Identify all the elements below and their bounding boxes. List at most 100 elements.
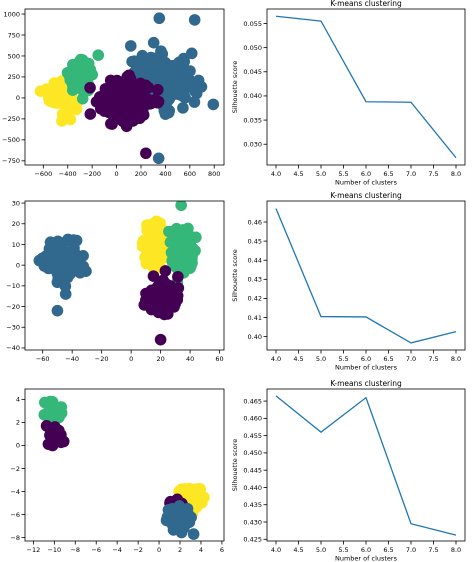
x-tick-label: 7.0 [406, 355, 416, 363]
scatter-point [67, 82, 80, 95]
scatter-point [188, 14, 201, 26]
scatter-point [190, 87, 203, 100]
series-line [275, 395, 457, 536]
scatter-point [186, 492, 198, 505]
scatter-point [144, 54, 157, 66]
scatter-point [111, 74, 123, 87]
scatter-point [58, 88, 70, 100]
y-tick-label: 2 [16, 419, 20, 427]
scatter-point [162, 106, 175, 119]
x-tick-label: −2 [133, 546, 143, 554]
y-tick-label: 0.46 [248, 218, 262, 226]
chart-title: K-means clustering [330, 191, 402, 200]
x-tick-label: 6.5 [383, 170, 393, 178]
x-tick-label: 4.5 [293, 355, 303, 363]
scatter-point [124, 40, 137, 52]
scatter-point [185, 47, 198, 60]
scatter-point [140, 66, 152, 78]
x-tick-label: −6 [91, 546, 101, 554]
x-tick-label: −20 [95, 355, 109, 363]
scatter-point [147, 270, 160, 282]
line-chart: 4.0 4.5 5.0 5.5 6.0 6.5 7.0 7.5 8.0 0.425 0.430 0.4… [231, 379, 466, 562]
scatter-point [167, 290, 180, 303]
x-tick-label: −12 [27, 546, 41, 554]
scatter-point [38, 260, 51, 272]
scatter-point [90, 95, 103, 108]
x-tick-label: 600 [184, 170, 196, 178]
series-line [275, 208, 457, 344]
x-tick-label: −60 [36, 355, 50, 363]
scatter-point [145, 290, 157, 303]
line-chart: 4.0 4.5 5.0 5.5 6.0 6.5 7.0 7.5 8.0 0.40 0.41 0.42 0… [231, 191, 466, 372]
x-tick-label: 5.5 [338, 546, 348, 554]
x-tick-label: 8.0 [451, 170, 461, 178]
chart-title: K-means clustering [330, 379, 402, 388]
x-axis-label: Number of clusters [335, 364, 398, 372]
y-tick-label: −750 [2, 157, 20, 165]
scatter-point [128, 55, 141, 67]
scatter-point [84, 81, 96, 94]
scatter-point [133, 112, 146, 125]
x-tick-label: 7.5 [428, 355, 438, 363]
y-tick-label: −8 [10, 534, 20, 542]
x-tick-label: 5.0 [316, 170, 326, 178]
y-tick-label: 30 [12, 199, 20, 207]
y-tick-label: 20 [12, 220, 20, 228]
axes-frame [266, 200, 466, 351]
y-tick-label: 0.030 [243, 141, 262, 149]
y-tick-label: 0.40 [248, 333, 262, 341]
scatter-point [147, 36, 160, 49]
y-tick-label: −500 [2, 136, 20, 144]
scatter-point [151, 252, 164, 265]
scatter-point [92, 49, 105, 61]
x-tick-label: 5.5 [338, 355, 348, 363]
x-tick-label: 7.5 [428, 546, 438, 554]
scatter-point [139, 251, 151, 264]
x-tick-label: 4.0 [271, 170, 281, 178]
scatter-point [177, 240, 190, 253]
axes-frame [266, 8, 466, 166]
scatter-point [109, 97, 122, 110]
scatter-point [186, 250, 198, 262]
scatter-point [77, 64, 89, 77]
scatter-point [103, 106, 115, 119]
y-tick-label: 10 [12, 241, 20, 249]
x-tick-label: 200 [135, 170, 147, 178]
y-tick-label: 0.43 [248, 276, 262, 284]
scatter-point [84, 108, 97, 120]
x-tick-label: −600 [34, 170, 52, 178]
scatter-point [175, 201, 187, 212]
y-tick-label: 0.445 [243, 466, 262, 474]
scatter-point [77, 250, 89, 262]
scatter-point [161, 76, 173, 89]
scatter-point [127, 101, 140, 114]
scatter-point [176, 260, 188, 272]
x-tick-label: 6.5 [383, 355, 393, 363]
scatter-point [171, 75, 184, 88]
y-tick-label: −10 [6, 282, 20, 290]
scatter-point [59, 271, 72, 284]
y-tick-label: 0 [16, 261, 20, 269]
x-tick-label: 4.0 [271, 355, 281, 363]
x-tick-label: 6 [220, 546, 224, 554]
x-tick-label: 20 [156, 355, 164, 363]
line-chart: 4.0 4.5 5.0 5.5 6.0 6.5 7.0 7.5 8.0 0.030 0.035 0.0… [231, 0, 466, 187]
x-tick-label: 5.5 [338, 170, 348, 178]
y-tick-label: 0.460 [243, 415, 262, 423]
scatter-point [166, 254, 179, 267]
x-tick-label: 60 [215, 355, 223, 363]
scatter-point [120, 83, 132, 95]
scatter-point [140, 81, 153, 94]
scatter-point [153, 12, 166, 25]
scatter-plot: −60 −40 −20 0 20 40 60 −40 −30 −20 −10 0 10 20 30 [6, 199, 225, 363]
x-tick-label: 6.0 [361, 546, 371, 554]
scatter-point [39, 396, 51, 409]
y-tick-label: 0.050 [243, 44, 262, 52]
y-tick-label: 0.45 [248, 237, 262, 245]
scatter-plot: −12 −10 −8 −6 −4 −2 0 2 4 6 −8 −6 −4 −2 0 2 4 [10, 388, 225, 554]
scatter-point [57, 96, 69, 109]
y-tick-label: −6 [10, 511, 20, 519]
y-tick-label: −2 [10, 465, 20, 473]
x-tick-label: 6.5 [383, 546, 393, 554]
